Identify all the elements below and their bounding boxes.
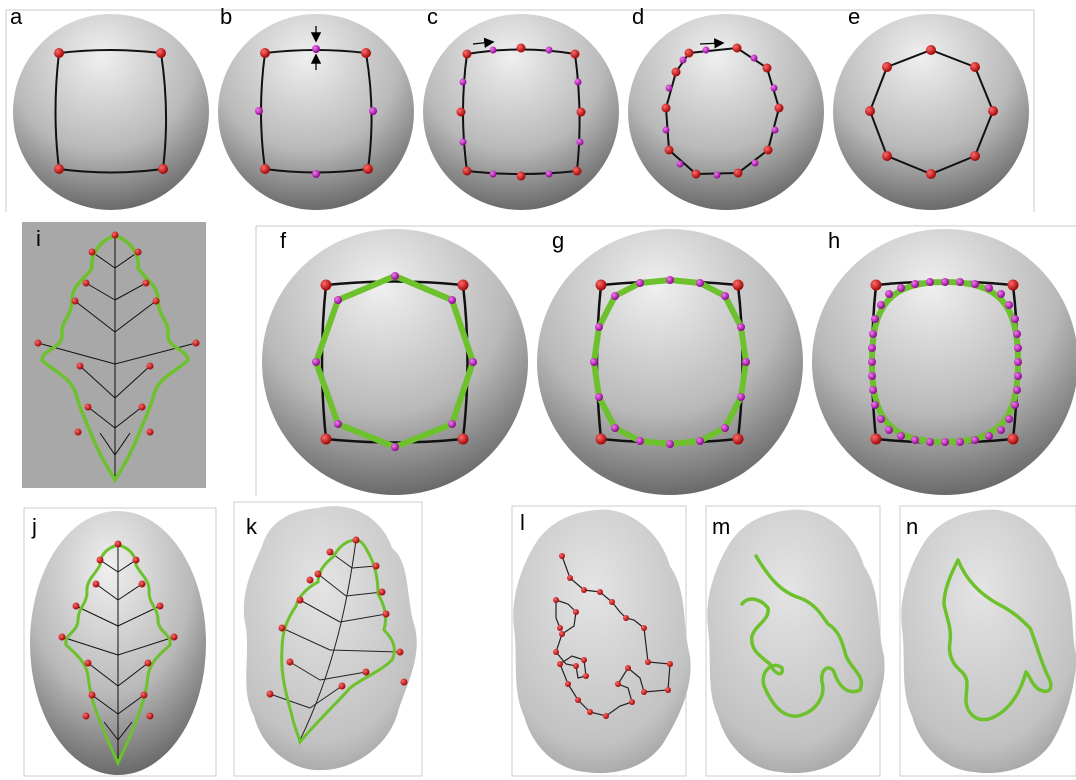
- sphere-surface: [218, 14, 414, 210]
- sphere-surface: [628, 14, 824, 210]
- inserted-points: [868, 278, 1022, 446]
- arrow-icon: [472, 37, 495, 48]
- panel-border: [23, 507, 217, 777]
- panel-border: [233, 501, 423, 777]
- leaf-control-points: [34, 231, 200, 436]
- panel-i: [22, 222, 206, 488]
- inserted-points: [459, 46, 584, 178]
- control-points: [595, 279, 744, 445]
- panel-h: [812, 229, 1076, 495]
- panel-a: [13, 14, 209, 210]
- panel-e: [833, 14, 1029, 210]
- panel-label-k: k: [246, 514, 258, 539]
- panel-label-e: e: [848, 4, 860, 29]
- arrow-icon: [699, 38, 725, 49]
- inserted-points: [312, 272, 477, 451]
- panel-label-i: i: [36, 226, 41, 251]
- panel-label-f: f: [280, 228, 287, 253]
- panel-g: [537, 229, 803, 495]
- panel-label-a: a: [10, 4, 23, 29]
- bumpy-surface: [513, 509, 691, 774]
- panel-label-g: g: [552, 228, 564, 253]
- leaf-control-points: [58, 540, 178, 720]
- panel-label-b: b: [220, 4, 232, 29]
- panel-label-d: d: [632, 4, 644, 29]
- inserted-points: [590, 276, 750, 448]
- control-points: [870, 279, 1019, 445]
- leaf-outline: [64, 543, 172, 767]
- panel-c: [423, 14, 619, 210]
- leaf-control-points: [266, 536, 408, 698]
- inserted-points: [662, 46, 779, 179]
- inserted-points: [255, 45, 377, 178]
- panel-label-m: m: [712, 514, 730, 539]
- panel-frames: [5, 9, 1076, 496]
- control-points: [456, 43, 586, 181]
- bumpy-surface: [707, 509, 885, 774]
- sphere-surface: [423, 14, 619, 210]
- leaf-outline: [40, 234, 190, 484]
- panel-border: [899, 505, 1076, 777]
- sphere-surface: [537, 229, 803, 495]
- sphere-surface: [812, 229, 1076, 495]
- bumpy-surface: [901, 509, 1076, 774]
- panel-k: [233, 501, 423, 777]
- sphere-surface: [833, 14, 1029, 210]
- leaf-veins: [269, 539, 401, 741]
- panel-n: [899, 505, 1076, 777]
- panel-labels: a b c d e f g h i j k l m n: [10, 4, 918, 539]
- panel-label-c: c: [427, 4, 438, 29]
- panel-f: [262, 229, 528, 495]
- panel-label-n: n: [906, 514, 918, 539]
- control-points: [54, 48, 168, 174]
- sphere-surface: [13, 14, 209, 210]
- sphere-surface: [262, 229, 528, 495]
- leaf-veins: [61, 545, 175, 763]
- panel-label-j: j: [31, 514, 37, 539]
- panel-l: [511, 505, 691, 777]
- control-points: [320, 279, 469, 445]
- panel-label-h: h: [828, 228, 840, 253]
- fitted-path: [740, 554, 864, 718]
- control-points: [260, 48, 373, 174]
- panel-label-l: l: [520, 510, 525, 535]
- control-points: [661, 43, 784, 179]
- leaf-veins: [37, 236, 197, 480]
- control-points: [865, 45, 998, 179]
- leaf-outline: [280, 538, 396, 746]
- fitted-path: [942, 558, 1053, 722]
- panel-d: [628, 14, 824, 210]
- leaf-background: [22, 222, 206, 488]
- panel-b: [218, 14, 414, 210]
- bumpy-surface: [243, 506, 417, 771]
- panel-j: [23, 507, 217, 777]
- path-control-points: [553, 553, 673, 719]
- panel-m: [705, 505, 885, 777]
